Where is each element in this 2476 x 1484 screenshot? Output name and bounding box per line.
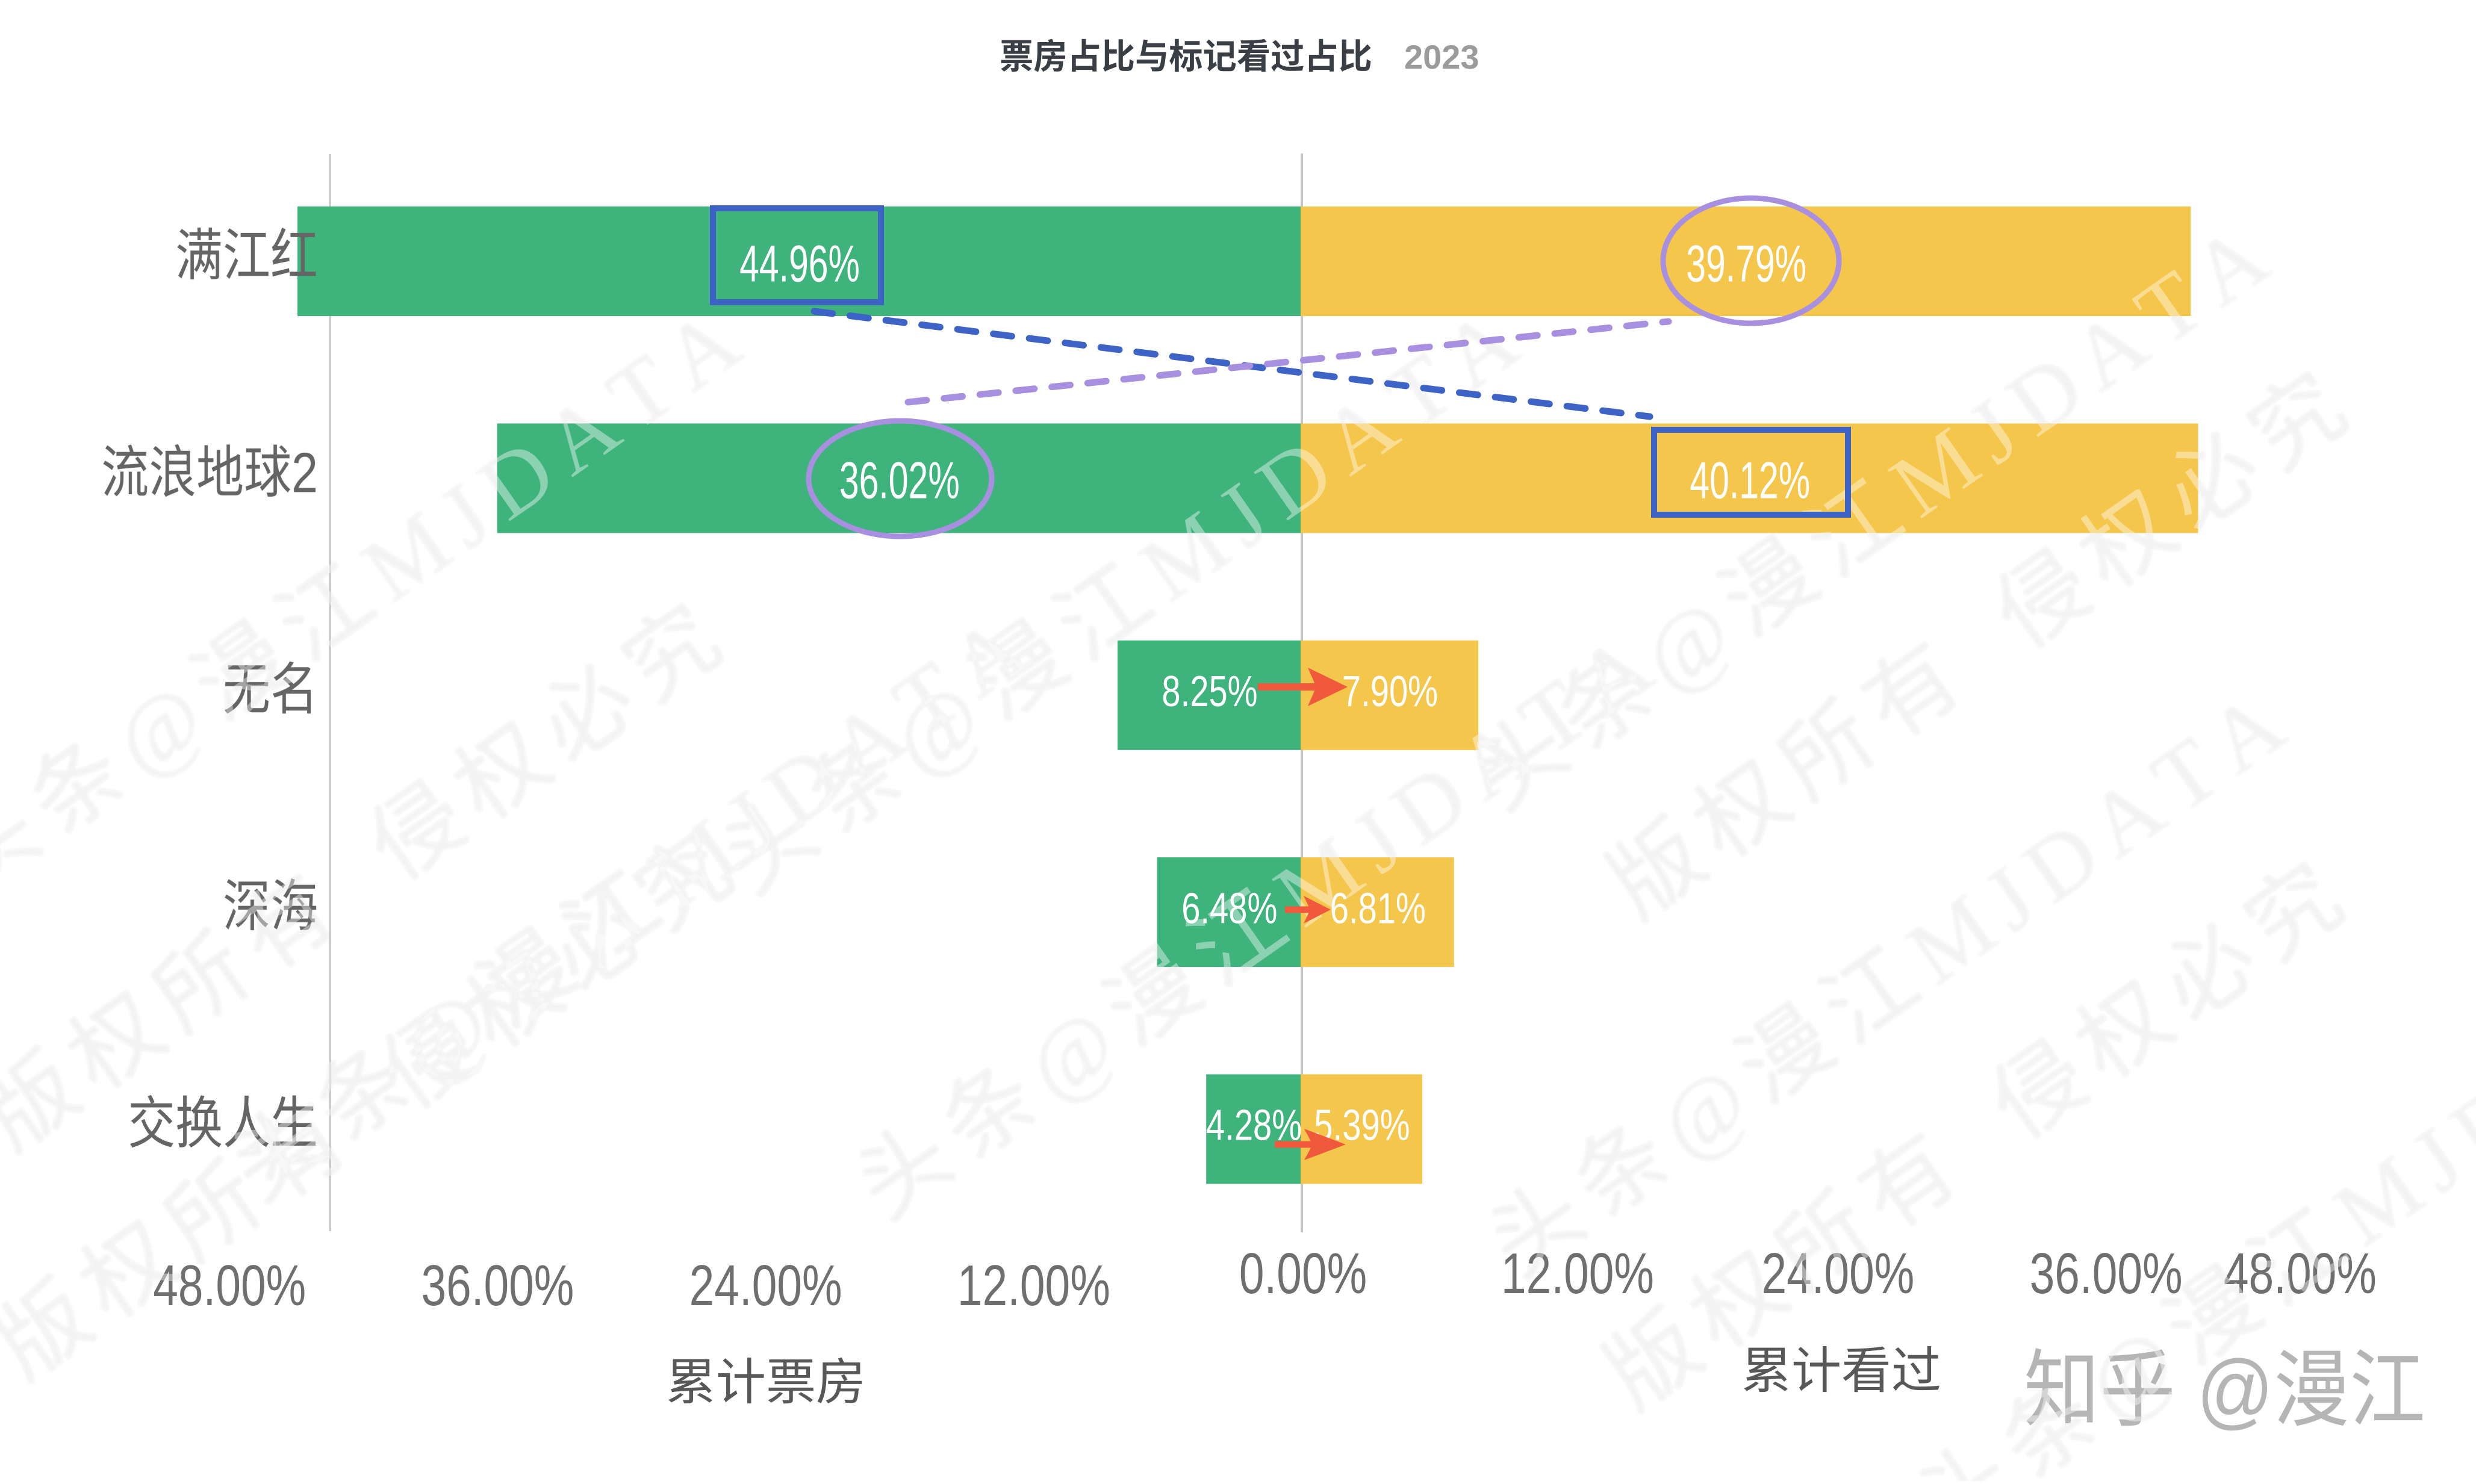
svg-text:8.25%: 8.25% <box>1162 667 1257 715</box>
svg-text:36.02%: 36.02% <box>839 452 960 510</box>
svg-text:6.81%: 6.81% <box>1330 884 1426 933</box>
svg-text:44.96%: 44.96% <box>739 234 860 293</box>
svg-text:48.00%: 48.00% <box>2224 1241 2377 1306</box>
svg-text:2023: 2023 <box>1404 38 1479 76</box>
svg-text:40.12%: 40.12% <box>1690 452 1810 510</box>
svg-text:36.00%: 36.00% <box>2030 1241 2183 1306</box>
svg-text:0.00%: 0.00% <box>1239 1241 1367 1306</box>
svg-text:36.00%: 36.00% <box>421 1253 574 1318</box>
svg-text:7.90%: 7.90% <box>1342 667 1438 715</box>
svg-text:12.00%: 12.00% <box>1501 1241 1654 1306</box>
svg-text:48.00%: 48.00% <box>153 1253 306 1318</box>
svg-text:39.79%: 39.79% <box>1686 234 1806 293</box>
svg-text:24.00%: 24.00% <box>689 1253 842 1318</box>
svg-text:12.00%: 12.00% <box>957 1253 1110 1318</box>
